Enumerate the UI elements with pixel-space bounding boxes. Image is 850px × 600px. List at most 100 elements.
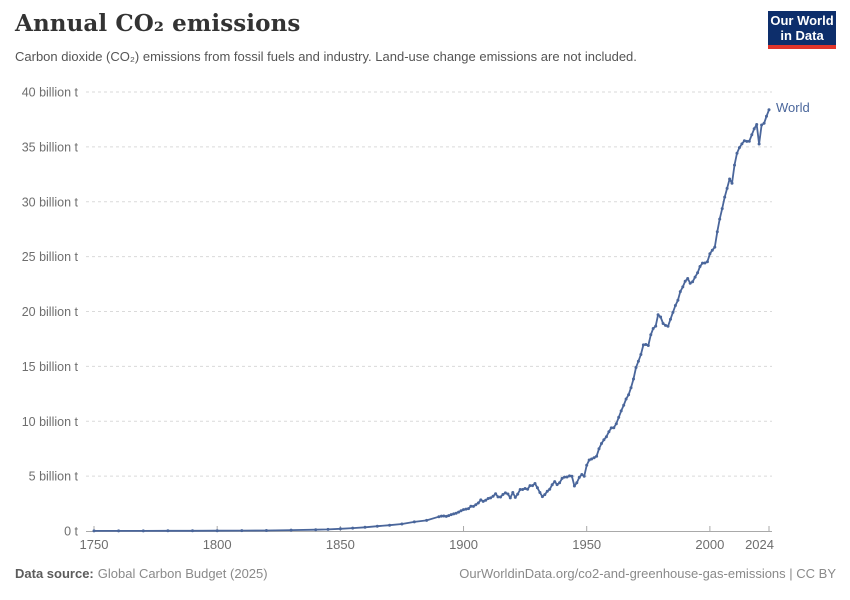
data-point[interactable] — [745, 139, 749, 143]
data-point[interactable] — [654, 324, 658, 328]
data-point[interactable] — [565, 475, 569, 479]
data-point[interactable] — [624, 397, 628, 401]
data-point[interactable] — [240, 529, 244, 533]
data-point[interactable] — [701, 261, 704, 265]
data-point[interactable] — [742, 139, 746, 143]
data-point[interactable] — [543, 493, 547, 497]
data-point[interactable] — [314, 528, 318, 532]
data-point[interactable] — [666, 324, 670, 328]
data-point[interactable] — [681, 285, 685, 289]
data-point[interactable] — [646, 344, 650, 347]
data-point[interactable] — [755, 123, 759, 126]
data-point[interactable] — [464, 507, 468, 511]
data-point[interactable] — [728, 177, 732, 181]
data-point[interactable] — [553, 480, 557, 484]
data-point[interactable] — [705, 260, 709, 264]
data-point[interactable] — [723, 195, 727, 199]
data-point[interactable] — [673, 304, 677, 307]
data-point[interactable] — [474, 503, 478, 507]
data-point[interactable] — [627, 393, 631, 397]
data-point[interactable] — [457, 510, 461, 514]
data-point[interactable] — [656, 313, 660, 317]
data-point[interactable] — [351, 526, 355, 530]
data-point[interactable] — [600, 442, 603, 445]
data-point[interactable] — [590, 457, 594, 461]
data-point[interactable] — [531, 484, 534, 488]
data-point[interactable] — [733, 163, 736, 167]
data-point[interactable] — [735, 151, 739, 155]
data-point[interactable] — [582, 474, 586, 478]
data-point[interactable] — [338, 527, 342, 531]
data-point[interactable] — [166, 529, 170, 533]
data-point[interactable] — [479, 498, 483, 502]
data-point[interactable] — [496, 495, 500, 499]
data-point[interactable] — [560, 476, 564, 480]
data-point[interactable] — [388, 523, 392, 527]
data-point[interactable] — [617, 415, 621, 419]
data-point[interactable] — [521, 488, 525, 491]
data-point[interactable] — [659, 315, 663, 319]
owid-logo[interactable]: Our World in Data — [768, 11, 836, 49]
data-point[interactable] — [622, 403, 626, 407]
data-point[interactable] — [570, 474, 574, 478]
data-point[interactable] — [737, 146, 741, 150]
data-point[interactable] — [760, 123, 764, 127]
data-point[interactable] — [92, 529, 96, 533]
data-point[interactable] — [548, 487, 552, 491]
data-point[interactable] — [489, 496, 493, 500]
data-point[interactable] — [595, 454, 599, 458]
data-point[interactable] — [678, 290, 682, 294]
data-point[interactable] — [683, 279, 687, 283]
data-point[interactable] — [523, 487, 527, 490]
data-point[interactable] — [612, 426, 616, 430]
data-point[interactable] — [550, 483, 554, 487]
data-point[interactable] — [669, 317, 672, 321]
data-point[interactable] — [688, 281, 692, 285]
data-point[interactable] — [476, 501, 480, 505]
data-point[interactable] — [439, 514, 443, 518]
data-point[interactable] — [494, 492, 498, 496]
data-point[interactable] — [449, 513, 453, 517]
data-point[interactable] — [577, 475, 581, 479]
data-point[interactable] — [661, 322, 665, 325]
data-point[interactable] — [686, 277, 690, 280]
data-point[interactable] — [499, 495, 502, 499]
data-point[interactable] — [614, 422, 618, 426]
data-point[interactable] — [587, 458, 591, 462]
data-point[interactable] — [636, 359, 640, 363]
data-point[interactable] — [516, 492, 520, 496]
data-point[interactable] — [462, 508, 465, 512]
data-point[interactable] — [526, 487, 530, 491]
data-point[interactable] — [513, 495, 517, 499]
data-point[interactable] — [363, 525, 367, 529]
data-point[interactable] — [326, 527, 330, 531]
data-point[interactable] — [454, 511, 458, 515]
data-point[interactable] — [535, 486, 539, 490]
data-point[interactable] — [629, 386, 633, 390]
data-point[interactable] — [555, 483, 559, 487]
data-point[interactable] — [585, 463, 589, 467]
data-point[interactable] — [713, 245, 717, 249]
data-point[interactable] — [757, 142, 761, 146]
series-label-world[interactable]: World — [776, 100, 810, 115]
data-point[interactable] — [412, 520, 416, 524]
data-point[interactable] — [471, 504, 475, 508]
data-point[interactable] — [540, 495, 544, 499]
data-point[interactable] — [467, 507, 470, 511]
data-point[interactable] — [506, 492, 510, 496]
data-point[interactable] — [644, 343, 648, 346]
data-point[interactable] — [609, 426, 613, 430]
data-point[interactable] — [503, 491, 507, 495]
data-point[interactable] — [693, 275, 697, 279]
data-point[interactable] — [575, 481, 579, 485]
data-point[interactable] — [191, 529, 194, 533]
data-point[interactable] — [117, 529, 121, 533]
data-point[interactable] — [486, 497, 490, 500]
data-point[interactable] — [592, 456, 596, 460]
data-point[interactable] — [442, 514, 446, 518]
world-series-line[interactable] — [93, 108, 770, 532]
data-point[interactable] — [518, 488, 522, 491]
data-point[interactable] — [696, 271, 700, 275]
data-point[interactable] — [767, 108, 771, 112]
